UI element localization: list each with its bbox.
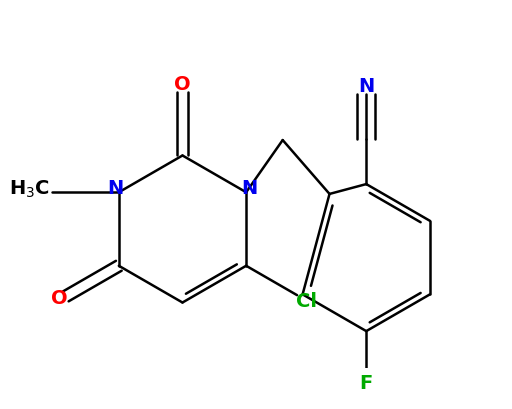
Text: F: F [359,374,373,393]
Text: N: N [241,180,258,198]
Text: N: N [108,180,124,198]
Text: Cl: Cl [296,292,317,311]
Text: H$_3$C: H$_3$C [9,178,49,200]
Text: O: O [174,75,191,94]
Text: N: N [358,76,374,96]
Text: O: O [51,288,68,308]
